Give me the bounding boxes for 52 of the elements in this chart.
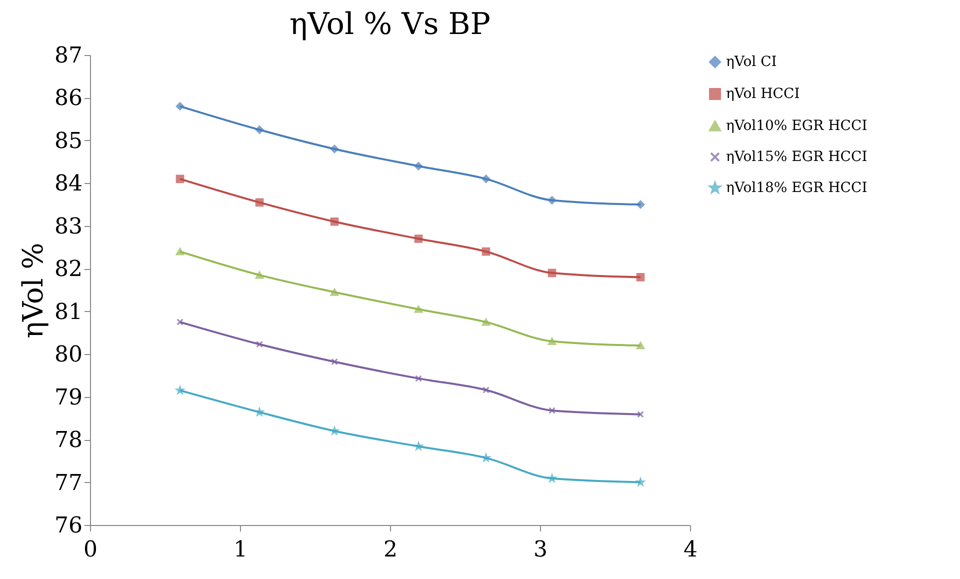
legend-label: ηVol HCCI [726, 86, 800, 102]
x-tick-label: 2 [384, 538, 398, 562]
point [176, 248, 184, 256]
point [331, 358, 338, 366]
point [482, 318, 490, 326]
y-axis-title: ηVol % [16, 242, 50, 338]
y-tick-label: 85 [54, 128, 82, 154]
y-tick-label: 82 [54, 257, 82, 282]
point [414, 234, 423, 243]
point [255, 271, 264, 279]
y-tick-label: 76 [54, 514, 82, 538]
point [176, 102, 184, 110]
y-tick-label: 83 [54, 214, 82, 240]
y-tick-label: 81 [54, 300, 82, 325]
point [414, 306, 423, 313]
y-tick-label: 77 [54, 470, 82, 496]
point [330, 288, 339, 296]
x-tick-label: 4 [684, 538, 698, 562]
point [176, 174, 184, 184]
point [256, 340, 263, 348]
point [415, 374, 422, 382]
y-tick-label: 84 [54, 172, 82, 197]
point [176, 318, 184, 326]
point [482, 174, 490, 184]
point [330, 217, 339, 226]
point [636, 200, 645, 209]
point [255, 126, 264, 134]
x-tick-label: 3 [534, 538, 548, 562]
point [636, 342, 645, 350]
point [548, 338, 556, 345]
point [548, 407, 556, 414]
point [414, 162, 423, 170]
point [255, 198, 264, 207]
chart-title: ηVol % Vs BP [290, 7, 490, 42]
y-tick-label: 86 [54, 86, 82, 112]
legend-label: ηVol10% EGR HCCI [726, 118, 868, 134]
y-tick-label: 87 [54, 44, 82, 68]
legend-label: ηVol15% EGR HCCI [726, 149, 868, 165]
y-tick-label: 78 [54, 428, 82, 454]
point [637, 410, 644, 418]
point [548, 196, 556, 204]
point [636, 273, 645, 282]
point [330, 144, 339, 154]
y-tick-label: 79 [54, 385, 82, 410]
legend-label: ηVol18% EGR HCCI [726, 180, 868, 196]
x-tick-label: 0 [84, 538, 98, 562]
legend-label: ηVol CI [726, 54, 777, 70]
point [548, 268, 556, 278]
point [482, 247, 490, 256]
y-tick-label: 80 [54, 342, 82, 368]
x-tick-label: 1 [234, 538, 248, 562]
point [482, 386, 490, 394]
